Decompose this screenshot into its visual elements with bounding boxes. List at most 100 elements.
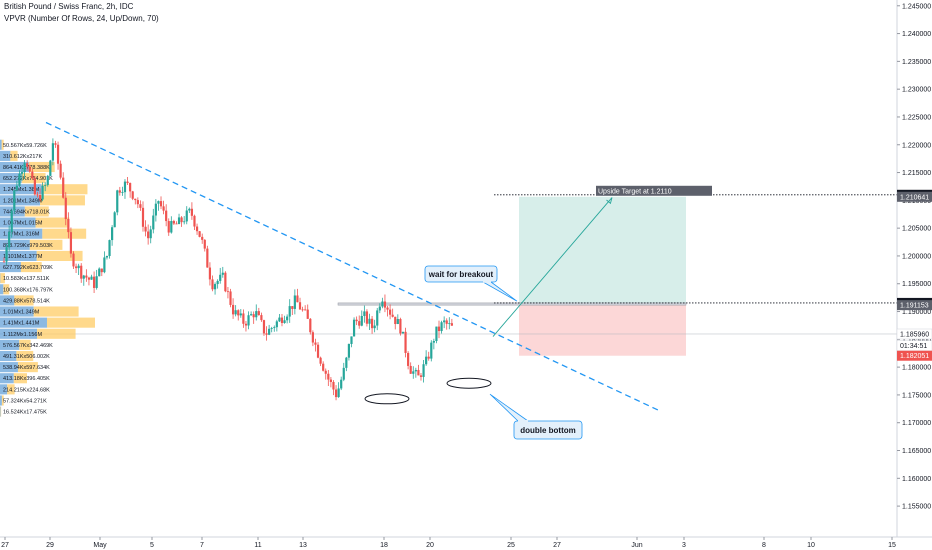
candle-body xyxy=(105,256,109,258)
candle-body xyxy=(409,365,412,374)
candle-body xyxy=(347,343,351,358)
time-tick-label: 13 xyxy=(299,542,307,549)
candle-body xyxy=(383,301,387,308)
candle-body xyxy=(74,266,78,269)
volume-label: 310.612Kx217K xyxy=(3,154,42,160)
volume-bar-down xyxy=(41,184,88,195)
candle-body xyxy=(23,163,26,173)
time-tick-label: 27 xyxy=(553,542,561,549)
time-tick-label: 8 xyxy=(762,542,766,549)
time-tick-label: 27 xyxy=(1,542,9,549)
volume-label: 491.31Kx506.002K xyxy=(3,354,50,360)
time-tick-label: 5 xyxy=(150,542,154,549)
bottom-ellipse-1 xyxy=(364,393,410,405)
volume-label: 429.88Kx578.514K xyxy=(3,298,50,304)
projection-arrow xyxy=(492,197,613,337)
candle-body xyxy=(165,210,168,222)
time-tick-label: 25 xyxy=(507,542,515,549)
volume-bar-down xyxy=(42,228,87,239)
candle-body xyxy=(273,327,276,329)
candle-body xyxy=(77,265,80,269)
price-tick-label: 1.180000 xyxy=(902,365,931,372)
candle-body xyxy=(82,275,85,279)
volume-label: 864.41Kx778.388K xyxy=(3,165,50,171)
volume-label: 50.567Kx59.726K xyxy=(3,143,47,149)
candle-body xyxy=(56,144,60,164)
candle-body xyxy=(219,274,222,281)
breakout-callout-joint xyxy=(483,280,491,283)
candle-body xyxy=(152,215,155,230)
volume-bar-up xyxy=(0,195,41,206)
candle-body xyxy=(440,322,443,332)
volume-bar-up xyxy=(0,284,4,295)
volume-bar-down xyxy=(36,250,83,261)
candle-body xyxy=(172,221,175,224)
time-axis[interactable]: 27 29 May 5 7 11 13 18 20 25 27 Jun 3 8 10 15 xyxy=(0,536,932,549)
candle-body xyxy=(15,185,18,191)
candle-body xyxy=(216,280,219,285)
candle-body xyxy=(334,389,338,398)
candle-body xyxy=(445,320,448,324)
volume-bar-up xyxy=(0,150,11,161)
candle-body xyxy=(188,208,191,211)
candle-body xyxy=(278,317,281,322)
candle-body xyxy=(103,257,106,273)
volume-bar-down xyxy=(19,339,31,350)
candle-body xyxy=(221,272,224,275)
candle-body xyxy=(213,284,217,290)
candle-body xyxy=(340,379,343,389)
candles-layer xyxy=(2,138,453,401)
candle-body xyxy=(33,178,36,195)
volume-bar-up xyxy=(0,395,2,406)
candle-body xyxy=(311,332,314,343)
candle-body xyxy=(195,226,199,232)
volume-bar-up xyxy=(0,228,43,239)
volume-label: 57.324Kx54.271K xyxy=(3,398,47,404)
volume-bar-up xyxy=(0,217,36,228)
target-zone xyxy=(519,196,686,303)
volume-bar-down xyxy=(20,262,42,273)
volume-label: 413.18Kx396.405K xyxy=(3,376,50,382)
candle-body xyxy=(401,331,405,334)
price-tag-bg xyxy=(896,328,932,340)
price-tick-label: 1.230000 xyxy=(902,87,931,94)
volume-bar-up xyxy=(0,161,29,173)
price-tag-label: 1.191153 xyxy=(900,303,929,310)
candle-body xyxy=(342,367,345,380)
candle-body xyxy=(378,306,381,311)
volume-bar-down xyxy=(35,217,70,228)
candle-body xyxy=(301,309,304,311)
candle-body xyxy=(363,311,366,316)
price-axis[interactable]: 1.245000 1.240000 1.235000 1.230000 1.225000… xyxy=(896,0,932,537)
volume-bar-down xyxy=(37,328,76,339)
price-tick-label: 1.205000 xyxy=(902,226,931,233)
volume-label: 1.101Mx1.377M xyxy=(3,254,43,260)
price-tick-label: 1.185000 xyxy=(902,337,931,344)
volume-bar-down xyxy=(3,284,10,295)
volume-bar-down xyxy=(0,406,2,417)
candle-body xyxy=(389,309,392,315)
price-tick-label: 1.220000 xyxy=(902,142,931,149)
candle-body xyxy=(337,388,340,398)
volume-bar-down xyxy=(46,317,95,328)
candle-body xyxy=(298,302,302,310)
candle-body xyxy=(329,379,332,382)
candle-body xyxy=(293,295,296,309)
price-tick-label: 1.175000 xyxy=(902,392,931,399)
candle-body xyxy=(242,313,245,324)
volume-bar-up xyxy=(0,173,22,184)
candle-body xyxy=(283,320,286,323)
candle-body xyxy=(407,352,410,366)
candle-body xyxy=(373,325,376,329)
candle-body xyxy=(41,185,44,200)
candle-body xyxy=(332,381,335,390)
time-tick-label: 15 xyxy=(888,542,896,549)
annotations-layer: wait for breakout double bottom Upside Tar… xyxy=(424,185,712,440)
candle-body xyxy=(231,304,235,315)
candle-body xyxy=(234,310,237,315)
candle-body xyxy=(100,268,103,273)
price-tick-label: 1.240000 xyxy=(902,31,931,38)
candle-body xyxy=(170,221,173,233)
candle-body xyxy=(159,201,163,207)
